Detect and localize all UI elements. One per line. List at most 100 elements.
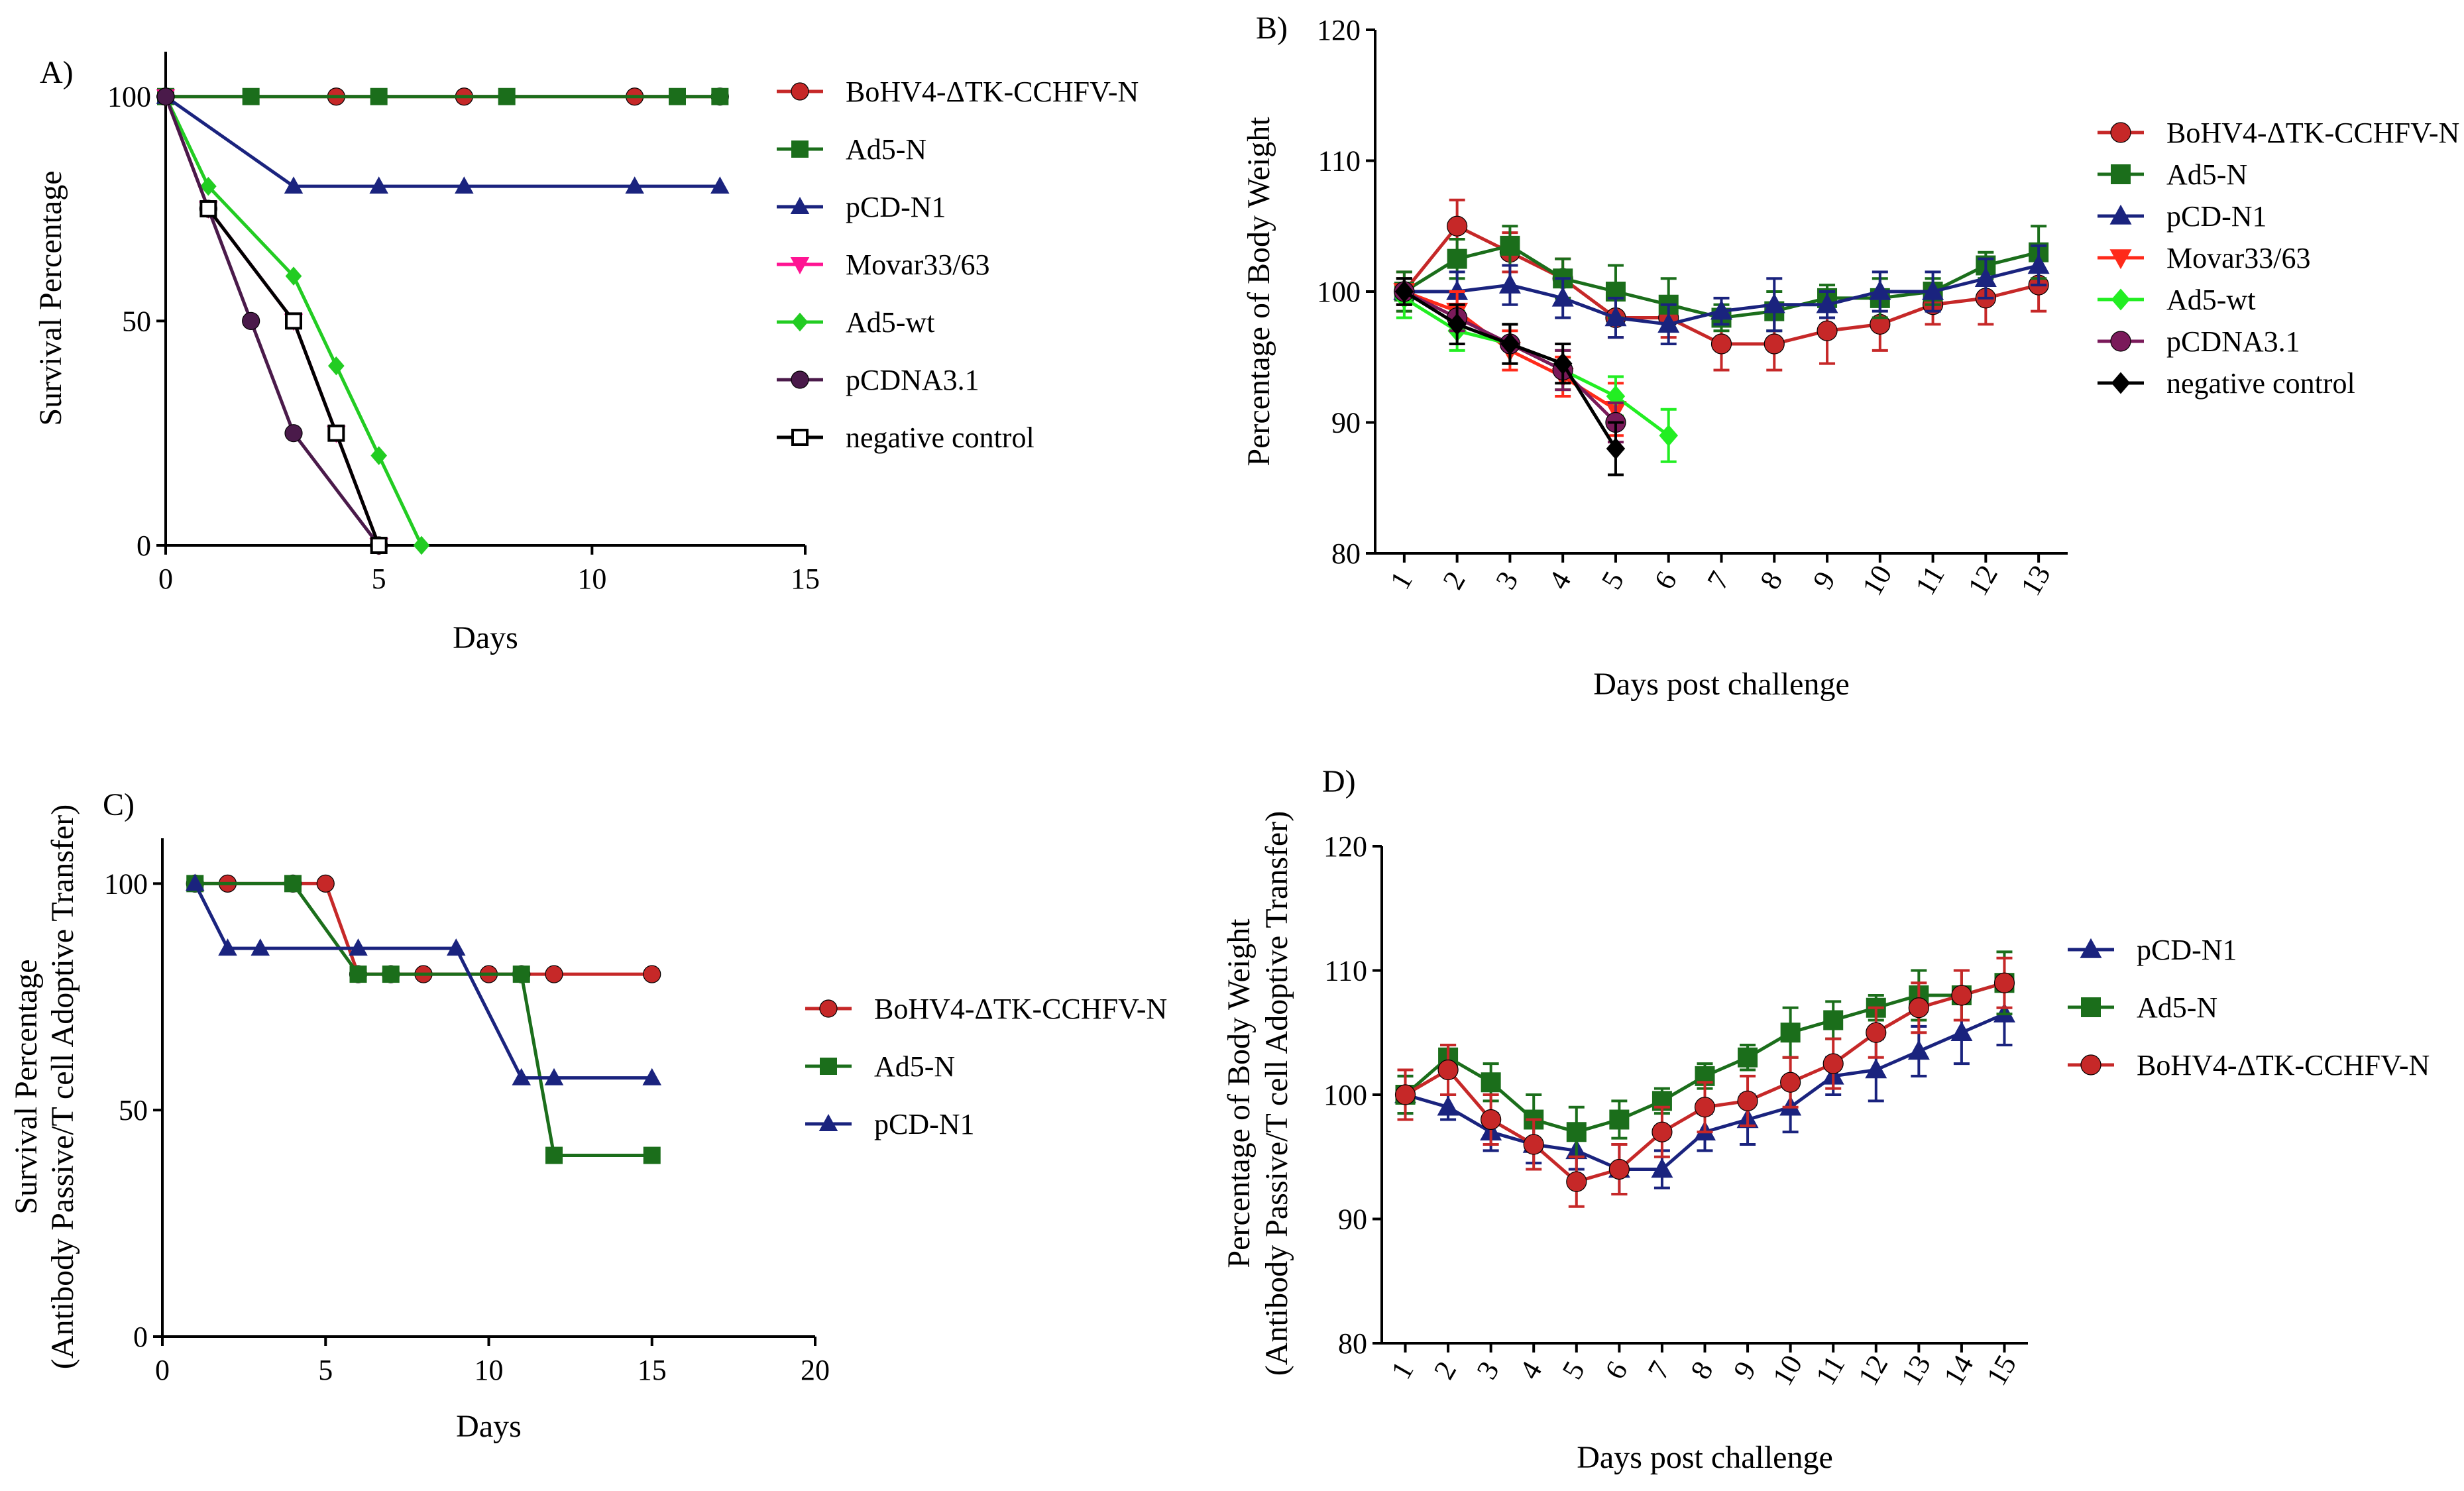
y-axis-label: Survival Percentage: [9, 959, 44, 1214]
x-tick-label: 3: [1470, 1356, 1505, 1385]
data-point: [1523, 1134, 1544, 1155]
legend-label: negative control: [846, 421, 1035, 454]
data-point: [284, 875, 302, 893]
data-point: [1608, 1158, 1630, 1180]
data-point: [1651, 1158, 1673, 1178]
y-axis-label: Percentage of Body Weight: [1221, 918, 1257, 1268]
legend-marker: [2111, 372, 2131, 394]
x-tick-label: 2: [1436, 566, 1471, 595]
data-point: [643, 1146, 661, 1164]
legend-label: Ad5-wt: [846, 306, 934, 339]
legend-label: BoHV4-ΔTK-CCHFV-N: [2137, 1049, 2430, 1081]
y-tick-label: 110: [1325, 955, 1367, 987]
data-point: [1951, 985, 1972, 1006]
legend-marker: [790, 197, 810, 215]
data-point: [1823, 1010, 1844, 1030]
data-point: [185, 873, 205, 891]
data-point: [1609, 1109, 1630, 1130]
legend-label: Ad5-N: [846, 133, 926, 166]
y-tick-label: 110: [1318, 145, 1361, 178]
data-point: [1737, 1090, 1758, 1111]
legend-marker: [2080, 938, 2102, 958]
panel-a: A) 0 50 100 0 5 10 15 Days Survival Percentage BoH…: [33, 52, 1139, 655]
x-tick-label: 1: [1384, 1356, 1420, 1385]
data-point: [1763, 293, 1785, 313]
data-point: [1710, 333, 1732, 355]
data-point: [1498, 273, 1521, 294]
data-point: [370, 87, 388, 105]
x-tick-label: 5: [1595, 566, 1630, 595]
legend-label: BoHV4-ΔTK-CCHFV-N: [846, 76, 1139, 108]
series-6: negative control: [1394, 277, 2355, 476]
data-point: [327, 424, 345, 442]
data-point: [455, 176, 474, 194]
x-tick-label: 5: [1556, 1356, 1591, 1385]
data-point: [284, 424, 303, 443]
x-axis-label: Days: [456, 1409, 522, 1444]
data-point: [512, 1068, 532, 1085]
data-point: [1446, 280, 1469, 300]
data-point: [1566, 1171, 1587, 1192]
data-point: [1604, 306, 1627, 327]
data-point: [1659, 424, 1678, 447]
legend-label: BoHV4-ΔTK-CCHFV-N: [2166, 117, 2459, 149]
legend-label: pCD-N1: [2166, 200, 2267, 233]
legend-marker: [790, 256, 810, 274]
x-tick-label: 11: [1809, 1350, 1852, 1390]
legend-label: pCDNA3.1: [2166, 325, 2300, 358]
y-tick-label: 120: [1317, 14, 1361, 46]
legend-label: Ad5-N: [2137, 991, 2217, 1024]
data-point: [349, 938, 368, 956]
data-point: [1566, 1122, 1587, 1142]
data-point: [284, 176, 304, 194]
x-tick-label: 13: [1895, 1349, 1937, 1391]
y-tick-label: 90: [1338, 1203, 1367, 1236]
data-point: [1738, 1047, 1758, 1068]
x-tick-label: 11: [1909, 560, 1951, 600]
series-2: pCD-N1: [185, 873, 975, 1140]
legend-label: negative control: [2166, 367, 2355, 400]
data-point: [1481, 1072, 1501, 1093]
legend-marker: [791, 312, 809, 332]
x-tick-label: 10: [475, 1354, 504, 1386]
x-tick-label: 0: [158, 563, 173, 595]
series-1: Ad5-N: [186, 875, 955, 1164]
data-point: [1447, 215, 1468, 237]
y-tick-label: 0: [133, 1321, 148, 1353]
data-point: [642, 1068, 662, 1085]
data-point: [1437, 1095, 1459, 1116]
y-tick-label: 50: [122, 305, 151, 337]
data-point: [1816, 293, 1838, 313]
y-tick-label: 0: [137, 529, 151, 562]
y-tick-label: 100: [1317, 276, 1361, 308]
x-tick-label: 13: [2014, 559, 2056, 601]
legend-label: Movar33/63: [2166, 242, 2311, 274]
x-tick-label: 6: [1598, 1356, 1634, 1385]
y-axis-label: Survival Percentage: [33, 170, 68, 425]
legend-label: pCD-N1: [2137, 934, 2237, 966]
series-line: [195, 881, 652, 976]
y-tick-label: 100: [104, 867, 148, 900]
x-tick-label: 5: [372, 563, 386, 595]
x-axis-label: Days: [453, 620, 518, 655]
x-tick-label: 8: [1684, 1356, 1719, 1385]
data-point: [710, 176, 730, 194]
legend-marker: [791, 82, 809, 101]
series-line: [164, 95, 423, 547]
y-tick-label: 100: [1323, 1079, 1367, 1111]
y-axis-label-secondary: (Antibody Passive/T cell Adoptive Transf…: [1259, 811, 1294, 1376]
series-6: negative control: [199, 200, 1035, 554]
legend-marker: [2110, 331, 2131, 352]
data-point: [544, 1068, 564, 1085]
data-point: [446, 938, 466, 956]
y-tick-label: 90: [1331, 407, 1361, 439]
series-1: Ad5-N: [157, 87, 926, 166]
x-axis-label: Days post challenge: [1593, 667, 1850, 702]
x-tick-label: 14: [1937, 1349, 1980, 1391]
y-tick-label: 120: [1323, 830, 1367, 863]
data-point: [1817, 320, 1838, 341]
data-point: [1922, 280, 1944, 300]
data-point: [370, 446, 388, 465]
